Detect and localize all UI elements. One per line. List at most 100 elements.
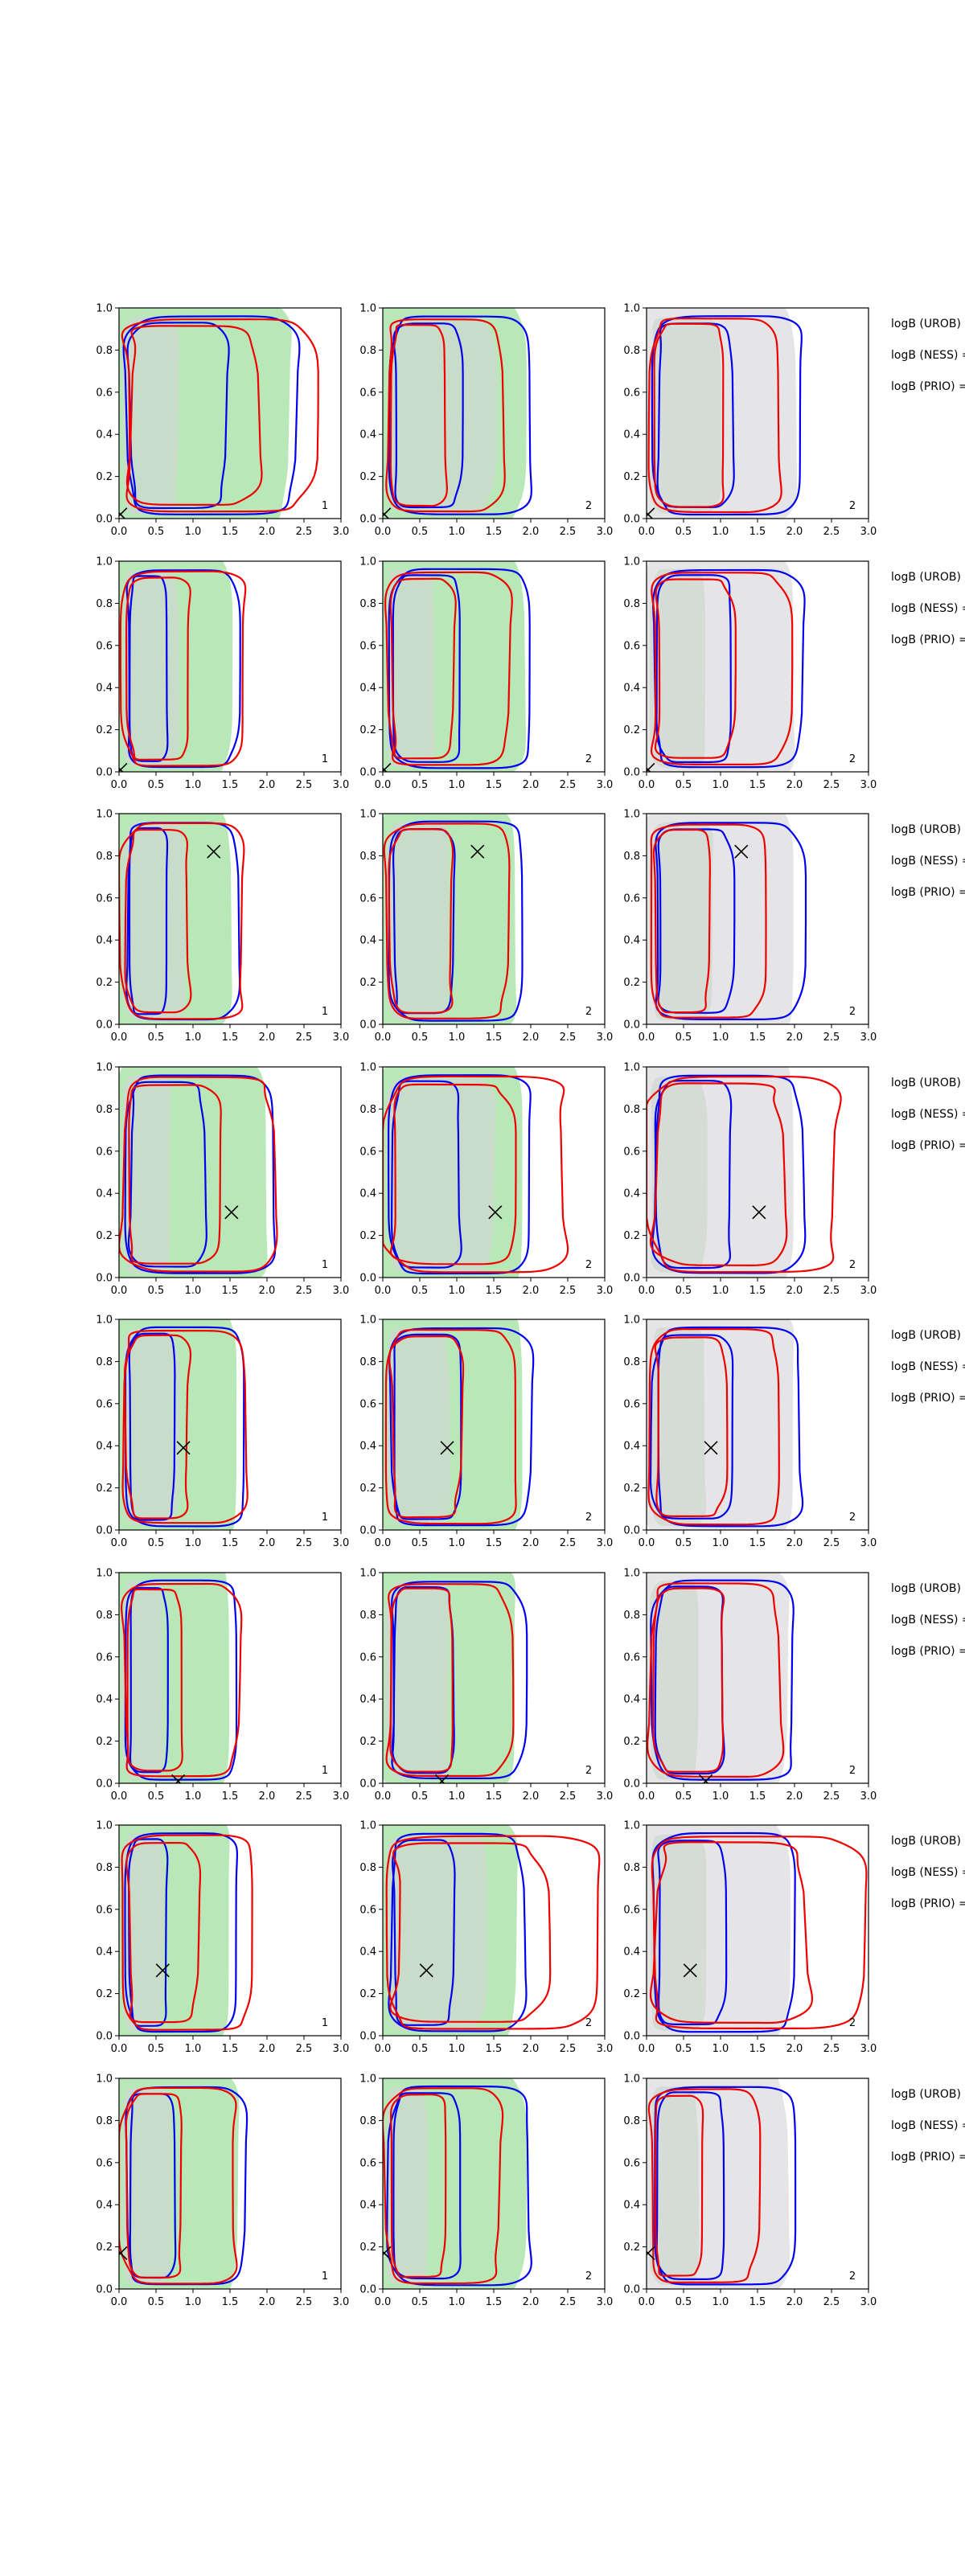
x-tick-label: 2.0 bbox=[786, 526, 803, 538]
row-label: logB (UROB) = bbox=[891, 1582, 965, 1595]
y-tick-label: 1.0 bbox=[623, 303, 640, 315]
red-contour-inner bbox=[652, 828, 712, 1014]
x-tick-label: 2.0 bbox=[259, 1790, 276, 1803]
x-tick-label: 0.5 bbox=[412, 1032, 429, 1044]
x-tick-label: 1.0 bbox=[449, 779, 466, 791]
x-tick-label: 0.5 bbox=[412, 1790, 429, 1803]
x-tick-label: 1.0 bbox=[185, 2296, 202, 2308]
x-tick-label: 0.0 bbox=[111, 526, 128, 538]
blue-contour-inner bbox=[392, 2092, 462, 2280]
y-tick-label: 0.8 bbox=[96, 1104, 113, 1116]
red-contour-outer bbox=[650, 572, 794, 765]
red-contour-outer bbox=[647, 318, 782, 514]
y-tick-label: 0.8 bbox=[96, 2115, 113, 2127]
x-tick-label: 3.0 bbox=[597, 2043, 614, 2055]
y-tick-label: 0.0 bbox=[359, 1525, 376, 1537]
x-tick-label: 1.0 bbox=[185, 1032, 202, 1044]
x-tick-label: 2.0 bbox=[786, 1537, 803, 1549]
y-tick-label: 0.2 bbox=[96, 1230, 113, 1242]
y-tick-label: 0.6 bbox=[96, 2157, 113, 2169]
y-tick-label: 0.6 bbox=[96, 1651, 113, 1663]
y-tick-label: 0.8 bbox=[623, 851, 640, 863]
x-axis: 0.0 0.5 1.0 1.5 2.0 2.5 3.0 bbox=[639, 772, 877, 791]
y-tick-label: 0.2 bbox=[623, 1736, 640, 1748]
x-tick-label: 0.0 bbox=[375, 1790, 392, 1803]
panel-r2-c2: 0.0 0.5 1.0 1.5 2.0 2.5 3.0 0.0 0.2 0.4 0.6 0.8 1.0 2 bbox=[359, 556, 613, 792]
row-labels-r4: logB (UROB) = logB (NESS) = logB (PRIO) = bbox=[891, 1077, 965, 1152]
x-tick-label: 2.5 bbox=[560, 1032, 577, 1044]
y-tick-label: 0.4 bbox=[359, 1188, 376, 1200]
x-tick-label: 1.0 bbox=[449, 1537, 466, 1549]
panel-r6-c3: 0.0 0.5 1.0 1.5 2.0 2.5 3.0 0.0 0.2 0.4 0.6 0.8 1.0 2 bbox=[623, 1568, 877, 1803]
filled-region-inner bbox=[385, 1076, 496, 1274]
x-tick-label: 1.5 bbox=[749, 1537, 766, 1549]
x-tick-label: 0.5 bbox=[148, 1790, 165, 1803]
red-contour-inner bbox=[655, 2094, 704, 2277]
true-value-marker bbox=[699, 1774, 713, 1783]
y-tick-label: 0.2 bbox=[96, 977, 113, 989]
red-contour-outer bbox=[647, 1328, 780, 1526]
filled-region-inner bbox=[650, 317, 723, 514]
y-tick-label: 1.0 bbox=[359, 303, 376, 315]
row-labels-r6: logB (UROB) = logB (NESS) = logB (PRIO) = bbox=[891, 1582, 965, 1658]
x-tick-label: 2.5 bbox=[296, 2043, 313, 2055]
y-tick-label: 0.0 bbox=[359, 1778, 376, 1790]
red-contour-outer bbox=[121, 1582, 243, 1778]
filled-region-inner bbox=[123, 1328, 180, 1525]
x-tick-label: 0.5 bbox=[148, 779, 165, 791]
y-tick-label: 0.2 bbox=[359, 2242, 376, 2254]
x-tick-label: 2.0 bbox=[259, 1537, 276, 1549]
x-tick-label: 2.0 bbox=[523, 779, 540, 791]
x-tick-label: 0.5 bbox=[676, 2296, 692, 2308]
panel-label: 2 bbox=[849, 1512, 856, 1524]
x-tick-label: 0.5 bbox=[412, 526, 429, 538]
x-axis: 0.0 0.5 1.0 1.5 2.0 2.5 3.0 bbox=[375, 1278, 613, 1297]
y-tick-label: 0.6 bbox=[623, 892, 640, 904]
y-tick-label: 0.6 bbox=[96, 1904, 113, 1916]
blue-contour-outer bbox=[650, 1579, 795, 1781]
y-tick-label: 0.8 bbox=[359, 345, 376, 357]
x-tick-label: 2.0 bbox=[786, 1790, 803, 1803]
y-tick-label: 1.0 bbox=[623, 1315, 640, 1327]
y-tick-label: 0.2 bbox=[623, 1988, 640, 2000]
y-tick-label: 0.8 bbox=[359, 598, 376, 610]
y-tick-label: 1.0 bbox=[359, 809, 376, 821]
y-tick-label: 0.2 bbox=[359, 471, 376, 483]
red-contour-inner bbox=[389, 577, 457, 760]
x-axis: 0.0 0.5 1.0 1.5 2.0 2.5 3.0 bbox=[111, 519, 349, 538]
true-value-marker bbox=[704, 1441, 718, 1455]
x-tick-label: 1.5 bbox=[222, 2043, 239, 2055]
y-tick-label: 1.0 bbox=[623, 1568, 640, 1580]
x-tick-label: 3.0 bbox=[860, 1790, 877, 1803]
x-tick-label: 3.0 bbox=[597, 779, 614, 791]
x-tick-label: 0.5 bbox=[676, 1537, 692, 1549]
x-tick-label: 1.0 bbox=[449, 2296, 466, 2308]
x-tick-label: 2.0 bbox=[786, 1032, 803, 1044]
y-tick-label: 0.4 bbox=[96, 1946, 113, 1959]
panel-label: 1 bbox=[322, 2270, 328, 2283]
x-tick-label: 2.5 bbox=[296, 1285, 313, 1297]
red-contour-inner bbox=[389, 323, 449, 507]
row-label: logB (NESS) = bbox=[891, 1614, 965, 1626]
row-label: logB (PRIO) = bbox=[891, 1139, 965, 1152]
y-tick-label: 0.4 bbox=[359, 683, 376, 695]
x-tick-label: 3.0 bbox=[333, 779, 350, 791]
true-value-marker bbox=[383, 762, 392, 772]
y-tick-label: 0.8 bbox=[96, 345, 113, 357]
y-tick-label: 0.6 bbox=[623, 1146, 640, 1158]
x-tick-label: 1.0 bbox=[712, 2296, 729, 2308]
x-tick-label: 0.0 bbox=[639, 2296, 655, 2308]
filled-region-inner bbox=[649, 568, 705, 769]
x-tick-label: 1.0 bbox=[449, 1285, 466, 1297]
blue-contour-outer bbox=[388, 1327, 535, 1527]
y-axis: 0.0 0.2 0.4 0.6 0.8 1.0 bbox=[623, 1062, 647, 1285]
y-tick-label: 0.6 bbox=[623, 1398, 640, 1410]
y-tick-label: 0.2 bbox=[96, 471, 113, 483]
x-tick-label: 2.0 bbox=[523, 2043, 540, 2055]
row-labels-r7: logB (UROB) = logB (NESS) = logB (PRIO) = bbox=[891, 1835, 965, 1910]
x-tick-label: 2.5 bbox=[823, 526, 840, 538]
y-tick-label: 0.0 bbox=[359, 514, 376, 526]
x-tick-label: 3.0 bbox=[333, 2043, 350, 2055]
row-label: logB (NESS) = bbox=[891, 602, 965, 615]
